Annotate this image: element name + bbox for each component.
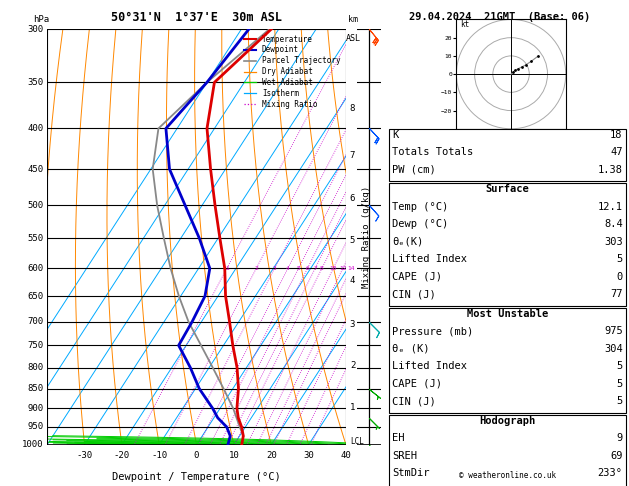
- Text: 10: 10: [228, 451, 239, 460]
- Text: 350: 350: [27, 78, 43, 87]
- Text: 12.1: 12.1: [598, 202, 623, 212]
- Text: CAPE (J): CAPE (J): [392, 379, 442, 389]
- Text: 5: 5: [616, 396, 623, 406]
- Legend: Temperature, Dewpoint, Parcel Trajectory, Dry Adiabat, Wet Adiabat, Isotherm, Mi: Temperature, Dewpoint, Parcel Trajectory…: [243, 33, 342, 110]
- Text: Mixing Ratio (g/kg): Mixing Ratio (g/kg): [362, 186, 371, 288]
- Text: 550: 550: [27, 234, 43, 243]
- Text: 5: 5: [297, 266, 301, 271]
- Text: -20: -20: [114, 451, 130, 460]
- Text: 233°: 233°: [598, 468, 623, 478]
- Text: 1: 1: [350, 403, 355, 413]
- Text: Dewpoint / Temperature (°C): Dewpoint / Temperature (°C): [112, 472, 281, 482]
- Text: 7: 7: [313, 266, 317, 271]
- Text: 304: 304: [604, 344, 623, 354]
- Text: 12: 12: [339, 266, 347, 271]
- Text: 10: 10: [330, 266, 337, 271]
- Text: 300: 300: [27, 25, 43, 34]
- Text: θₑ(K): θₑ(K): [392, 237, 423, 247]
- Text: LCL: LCL: [350, 436, 364, 446]
- Text: 800: 800: [27, 363, 43, 372]
- Text: 7: 7: [350, 151, 355, 159]
- Text: 47: 47: [610, 147, 623, 157]
- Text: -30: -30: [77, 451, 92, 460]
- Text: Totals Totals: Totals Totals: [392, 147, 473, 157]
- Text: 850: 850: [27, 384, 43, 393]
- Text: 3: 3: [350, 320, 355, 329]
- Text: CIN (J): CIN (J): [392, 396, 436, 406]
- Text: 700: 700: [27, 317, 43, 326]
- Text: CAPE (J): CAPE (J): [392, 272, 442, 282]
- Text: -10: -10: [151, 451, 167, 460]
- Text: 600: 600: [27, 264, 43, 273]
- Text: Lifted Index: Lifted Index: [392, 361, 467, 371]
- Text: K: K: [392, 130, 398, 140]
- Text: 1.38: 1.38: [598, 165, 623, 175]
- Text: CIN (J): CIN (J): [392, 289, 436, 299]
- Text: 650: 650: [27, 292, 43, 300]
- Text: Lifted Index: Lifted Index: [392, 254, 467, 264]
- Text: 20: 20: [266, 451, 277, 460]
- Text: Hodograph: Hodograph: [479, 416, 535, 426]
- Text: 2: 2: [350, 361, 355, 370]
- Text: 69: 69: [610, 451, 623, 461]
- Text: 0: 0: [194, 451, 199, 460]
- Text: © weatheronline.co.uk: © weatheronline.co.uk: [459, 471, 556, 480]
- Text: 6: 6: [350, 194, 355, 203]
- Text: 40: 40: [340, 451, 352, 460]
- Text: 30: 30: [303, 451, 314, 460]
- Text: 450: 450: [27, 165, 43, 174]
- Text: 400: 400: [27, 124, 43, 133]
- Text: km: km: [348, 15, 359, 24]
- Text: 8: 8: [320, 266, 324, 271]
- Text: θₑ (K): θₑ (K): [392, 344, 430, 354]
- Text: 4: 4: [350, 277, 355, 285]
- Text: 5: 5: [350, 236, 355, 245]
- Text: 5: 5: [616, 361, 623, 371]
- Text: 975: 975: [604, 326, 623, 336]
- Text: 1: 1: [225, 266, 228, 271]
- Text: Surface: Surface: [486, 184, 529, 194]
- Text: Dewp (°C): Dewp (°C): [392, 219, 448, 229]
- Text: Pressure (mb): Pressure (mb): [392, 326, 473, 336]
- Text: 303: 303: [604, 237, 623, 247]
- Text: EH: EH: [392, 433, 404, 443]
- Text: 500: 500: [27, 201, 43, 210]
- Text: 750: 750: [27, 341, 43, 350]
- Text: 29.04.2024  21GMT  (Base: 06): 29.04.2024 21GMT (Base: 06): [409, 12, 591, 22]
- Text: 8.4: 8.4: [604, 219, 623, 229]
- Text: SREH: SREH: [392, 451, 417, 461]
- Text: Most Unstable: Most Unstable: [467, 309, 548, 319]
- Text: 9: 9: [616, 433, 623, 443]
- Text: 950: 950: [27, 422, 43, 432]
- Text: StmDir: StmDir: [392, 468, 430, 478]
- Text: 1000: 1000: [22, 440, 43, 449]
- Text: 3: 3: [272, 266, 276, 271]
- Text: 0: 0: [616, 272, 623, 282]
- Text: 14: 14: [347, 266, 355, 271]
- Text: hPa: hPa: [33, 15, 49, 24]
- Text: PW (cm): PW (cm): [392, 165, 436, 175]
- Text: 6: 6: [306, 266, 309, 271]
- Text: 50°31'N  1°37'E  30m ASL: 50°31'N 1°37'E 30m ASL: [111, 11, 282, 24]
- Text: Temp (°C): Temp (°C): [392, 202, 448, 212]
- Text: kt: kt: [460, 20, 469, 29]
- Text: 900: 900: [27, 404, 43, 413]
- Text: ASL: ASL: [346, 34, 361, 43]
- Text: 5: 5: [616, 379, 623, 389]
- Text: 4: 4: [286, 266, 290, 271]
- Text: 8: 8: [350, 104, 355, 113]
- Text: 18: 18: [610, 130, 623, 140]
- Text: 2: 2: [254, 266, 258, 271]
- Text: 77: 77: [610, 289, 623, 299]
- Text: 5: 5: [616, 254, 623, 264]
